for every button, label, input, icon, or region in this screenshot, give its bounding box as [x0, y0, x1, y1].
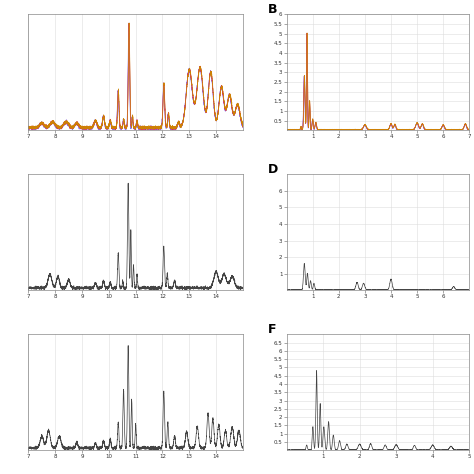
- Text: B: B: [268, 3, 278, 16]
- Text: D: D: [268, 163, 279, 176]
- Text: F: F: [268, 323, 277, 336]
